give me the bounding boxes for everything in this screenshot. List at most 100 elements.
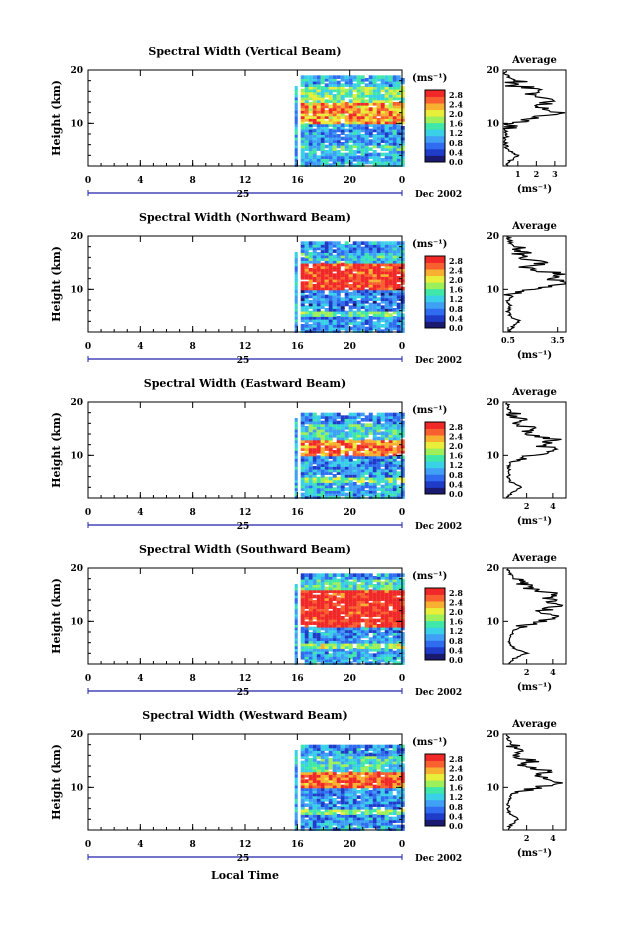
- heatmap-cell: [360, 463, 365, 467]
- heatmap-cell: [304, 798, 309, 802]
- heatmap-cell: [312, 645, 317, 649]
- heatmap-cell: [344, 297, 349, 301]
- heatmap-cell: [356, 484, 361, 489]
- heatmap-cell: [320, 782, 325, 786]
- heatmap-cell: [360, 766, 365, 770]
- heatmap-cell: [376, 305, 381, 309]
- heatmap-cell: [360, 803, 365, 807]
- heatmap-cell: [312, 661, 317, 665]
- heatmap-cell: [360, 648, 365, 652]
- heatmap-cell: [304, 771, 309, 775]
- heatmap-cell: [336, 163, 341, 167]
- heatmap-cell: [316, 458, 321, 462]
- heatmap-cell: [320, 581, 325, 585]
- heatmap-cell: [372, 808, 377, 813]
- heatmap-cell: [348, 442, 353, 446]
- heatmap-cell: [372, 822, 377, 826]
- heatmap-cell: [396, 246, 401, 251]
- heatmap-cell: [400, 136, 405, 141]
- heatmap-cell: [348, 278, 353, 283]
- heatmap-cell: [308, 144, 313, 149]
- heatmap-cell: [312, 484, 317, 489]
- heatmap-cell: [294, 136, 298, 141]
- heatmap-cell: [316, 784, 321, 789]
- heatmap-cell: [396, 776, 401, 781]
- heatmap-cell: [324, 99, 329, 103]
- heatmap-cell: [376, 822, 381, 826]
- heatmap-cell: [300, 281, 305, 285]
- heatmap-cell: [356, 420, 361, 425]
- heatmap-cell: [388, 246, 393, 251]
- heatmap-cell: [336, 115, 341, 119]
- heatmap-cell: [340, 760, 345, 765]
- heatmap-cell: [360, 431, 365, 435]
- heatmap-cell: [400, 115, 405, 119]
- heatmap-cell: [336, 658, 341, 663]
- colorbar-swatch: [425, 487, 445, 495]
- heatmap-cell: [312, 648, 317, 652]
- heatmap-cell: [300, 128, 305, 133]
- heatmap-cell: [300, 458, 305, 462]
- colorbar-swatch: [425, 588, 445, 595]
- heatmap-cell: [344, 110, 349, 114]
- heatmap-cell: [368, 471, 373, 475]
- heatmap-cell: [380, 104, 385, 109]
- heatmap-cell: [332, 771, 337, 775]
- heatmap-cell: [376, 412, 381, 417]
- heatmap-cell: [356, 608, 361, 612]
- heatmap-cell: [294, 426, 298, 430]
- heatmap-cell: [360, 155, 365, 159]
- heatmap-cell: [320, 94, 325, 98]
- heatmap-cell: [312, 305, 317, 309]
- heatmap-cell: [300, 249, 305, 253]
- heatmap-cell: [332, 474, 337, 478]
- heatmap-cell: [400, 811, 405, 815]
- x-tick-label: 0: [399, 674, 405, 684]
- heatmap-cell: [392, 254, 397, 259]
- heatmap-cell: [308, 650, 313, 655]
- heatmap-cell: [356, 468, 361, 473]
- heatmap-cell: [368, 771, 373, 775]
- heatmap-cell: [328, 621, 333, 625]
- heatmap-cell: [340, 252, 345, 256]
- heatmap-cell: [332, 305, 337, 309]
- heatmap-cell: [372, 618, 377, 623]
- heatmap-cell: [312, 241, 317, 245]
- heatmap-cell: [356, 460, 361, 465]
- heatmap-cell: [348, 608, 353, 612]
- heatmap-cell: [328, 313, 333, 317]
- heatmap-cell: [308, 784, 313, 789]
- heatmap-cell: [388, 752, 393, 757]
- heatmap-cell: [356, 78, 361, 82]
- colorbar-tick-label: 0.0: [449, 655, 463, 665]
- heatmap-cell: [300, 474, 305, 478]
- heatmap-cell: [348, 790, 353, 794]
- heatmap-cell: [396, 460, 401, 465]
- heatmap-cell: [388, 96, 393, 101]
- heatmap-cell: [364, 795, 369, 799]
- heatmap-cell: [384, 444, 389, 449]
- heatmap-cell: [316, 268, 321, 272]
- heatmap-cell: [376, 163, 381, 167]
- heatmap-cell: [384, 640, 389, 644]
- heatmap-cell: [294, 656, 298, 660]
- heatmap-cell: [300, 305, 305, 309]
- heatmap-cell: [328, 640, 333, 644]
- heatmap-cell: [400, 658, 405, 663]
- heatmap-cell: [384, 632, 389, 636]
- heatmap-cell: [332, 442, 337, 446]
- heatmap-cell: [304, 88, 309, 93]
- heatmap-cell: [396, 152, 401, 157]
- heatmap-cell: [388, 466, 393, 470]
- heatmap-cell: [324, 795, 329, 799]
- heatmap-cell: [304, 787, 309, 791]
- heatmap-cell: [348, 484, 353, 489]
- heatmap-cell: [396, 774, 401, 778]
- heatmap-cell: [348, 439, 353, 443]
- heatmap-cell: [316, 136, 321, 141]
- heatmap-cell: [320, 147, 325, 151]
- heatmap-cell: [396, 750, 401, 754]
- heatmap-cell: [320, 576, 325, 580]
- heatmap-cell: [396, 286, 401, 291]
- heatmap-cell: [336, 428, 341, 433]
